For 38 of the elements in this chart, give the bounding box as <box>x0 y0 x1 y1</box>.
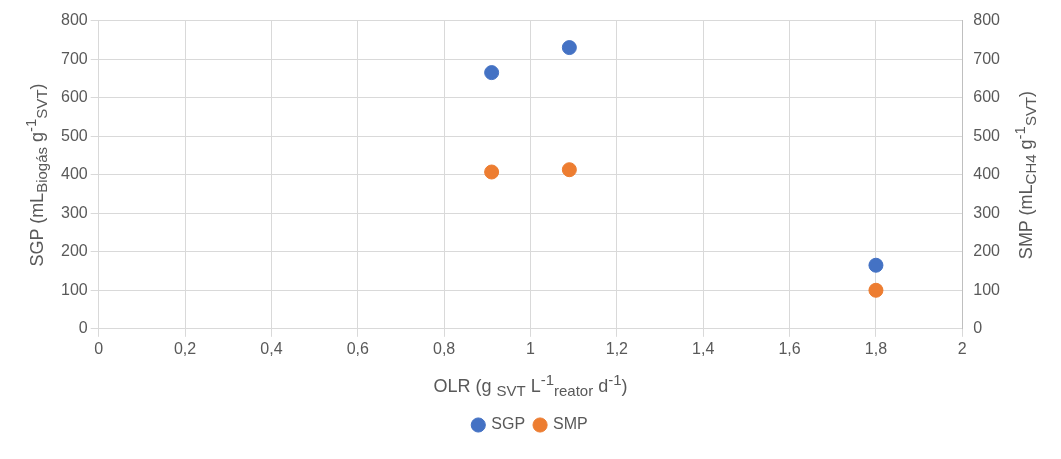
x-tick-label: 1,6 <box>778 339 801 357</box>
point <box>868 282 884 298</box>
x-tick-label: 1 <box>526 339 536 357</box>
y2-tick-label: 100 <box>973 280 1001 298</box>
y-tick-label: 300 <box>60 203 88 221</box>
x-tick-label: 0,8 <box>433 339 456 357</box>
y-tick-label: 700 <box>60 49 88 67</box>
y-tick-label: 100 <box>60 280 88 298</box>
x-tick-label: 1,8 <box>864 339 888 357</box>
x-tick-label: 0,2 <box>173 339 197 357</box>
point <box>868 257 884 273</box>
legend-label: SGP <box>491 415 526 433</box>
y2-tick-label: 800 <box>973 11 1001 29</box>
y-tick-label: 500 <box>60 126 88 144</box>
y2-tick-label: 600 <box>973 88 1001 106</box>
x-tick-label: 1,4 <box>692 339 715 357</box>
x-tick-label: 0,4 <box>260 339 283 357</box>
y-tick-label: 0 <box>78 319 88 337</box>
y-tick-label: 800 <box>60 11 88 29</box>
x-axis-title: OLR (g $_{SVT}$ L$^{-1}$$_{reator}$ d$^{-1}$) <box>433 370 628 400</box>
point <box>561 40 577 56</box>
point <box>561 162 577 178</box>
y-tick-label: 200 <box>60 242 88 260</box>
y-tick-label: 600 <box>60 88 88 106</box>
x-tick-label: 0 <box>94 339 104 357</box>
point <box>484 164 500 180</box>
y2-tick-label: 300 <box>973 203 1001 221</box>
x-tick-label: 2 <box>957 339 967 357</box>
y2-tick-label: 500 <box>973 126 1001 144</box>
y2-tick-label: 0 <box>973 319 983 337</box>
y2-tick-label: 400 <box>973 165 1001 183</box>
x-tick-label: 1,2 <box>605 339 629 357</box>
y2-tick-label: 700 <box>973 49 1001 67</box>
x-tick-label: 0,6 <box>346 339 369 357</box>
point <box>484 65 500 81</box>
y-tick-label: 400 <box>60 165 88 183</box>
legend-label: SMP <box>553 415 588 433</box>
y2-tick-label: 200 <box>973 242 1001 260</box>
